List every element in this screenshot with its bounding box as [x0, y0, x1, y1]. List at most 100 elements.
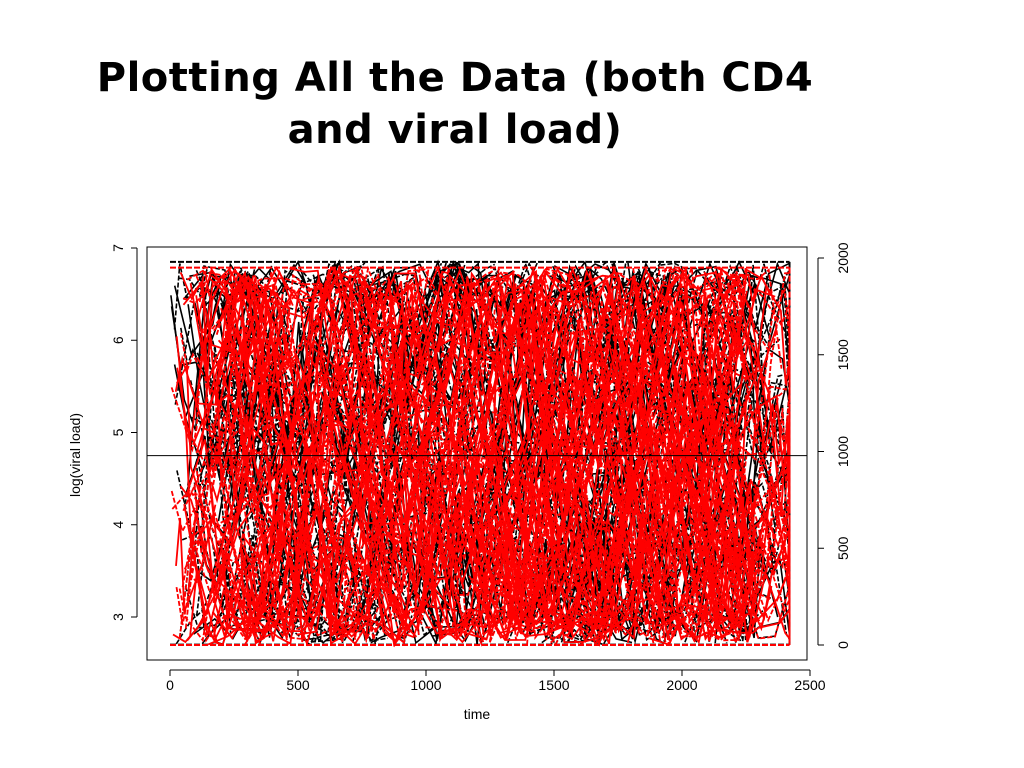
- series-2-trajectory: [292, 381, 372, 630]
- series-2-trajectory: [585, 309, 657, 429]
- series-2-trajectory: [504, 541, 626, 642]
- series-2-trajectory: [192, 335, 241, 446]
- series-2-trajectory: [669, 441, 746, 569]
- series-2-trajectory: [607, 283, 653, 372]
- series-2-trajectory: [371, 294, 436, 409]
- series-2-trajectory: [563, 276, 673, 420]
- series-2-trajectory: [655, 485, 723, 638]
- y2-tick-label: 1000: [835, 436, 851, 467]
- series-2-trajectory: [182, 277, 238, 512]
- y-tick-label: 7: [110, 244, 126, 252]
- series-1-trajectory: [310, 397, 403, 643]
- series-2-trajectory: [612, 518, 662, 622]
- series-2-trajectory: [666, 494, 752, 637]
- series-1-trajectory: [722, 343, 783, 439]
- series-2-trajectory: [336, 514, 397, 643]
- series-2-trajectory: [556, 518, 643, 629]
- series-2-trajectory: [723, 520, 777, 638]
- series-1-trajectory: [184, 505, 277, 629]
- series-1-trajectory: [501, 438, 581, 544]
- series-2-trajectory: [267, 377, 369, 558]
- series-2-trajectory: [235, 276, 279, 367]
- x-axis: 0 500 1000 1500 2000 2500 time: [166, 669, 826, 722]
- series-1-trajectory: [550, 479, 675, 643]
- series-2-trajectory: [437, 549, 485, 643]
- series-2-trajectory: [259, 294, 314, 440]
- series-2-trajectory: [355, 294, 472, 625]
- series-2-trajectory: [247, 276, 343, 407]
- series-2-trajectory: [444, 347, 527, 486]
- series-2-trajectory: [488, 607, 543, 643]
- series-2-trajectory: [676, 405, 767, 555]
- x-tick-label: 500: [286, 677, 310, 693]
- series-2-trajectory: [373, 536, 461, 639]
- slide-title-line-1: Plotting All the Data (both CD4: [96, 55, 814, 101]
- series-2-trajectory: [377, 273, 469, 457]
- series-2-trajectory: [461, 271, 588, 396]
- series-2-trajectory: [363, 480, 418, 583]
- series-2-trajectory: [611, 288, 663, 574]
- x-tick-label: 2500: [794, 677, 825, 693]
- series-2-trajectory: [381, 267, 430, 380]
- series-2-trajectory: [283, 337, 345, 463]
- y2-tick-label: 2000: [835, 242, 851, 273]
- series-2-trajectory: [551, 271, 628, 532]
- series-2-trajectory: [583, 406, 659, 512]
- series-2-trajectory: [241, 318, 345, 605]
- series-2-trajectory: [708, 352, 791, 582]
- series-2-trajectory: [510, 292, 589, 402]
- series-2-trajectory: [636, 272, 706, 470]
- series-2-trajectory: [505, 276, 624, 439]
- series-2-trajectory: [300, 276, 376, 344]
- series-1-trajectory: [545, 289, 628, 478]
- series-2-trajectory: [320, 265, 384, 384]
- series-2-trajectory: [710, 314, 791, 525]
- series-2-trajectory: [694, 359, 748, 433]
- series-1-trajectory: [215, 368, 282, 619]
- series-2-trajectory: [382, 278, 438, 414]
- series-2-trajectory: [482, 517, 564, 626]
- series-2-trajectory: [556, 396, 628, 562]
- series-2-trajectory: [381, 285, 437, 376]
- series-2-trajectory: [726, 273, 772, 302]
- series-2-trajectory: [210, 299, 291, 475]
- series-2-trajectory: [534, 309, 635, 489]
- series-2-trajectory: [630, 506, 697, 625]
- series-2-trajectory: [213, 268, 280, 427]
- x-axis-title: time: [464, 706, 491, 722]
- series-2-trajectory: [676, 505, 772, 601]
- series-2-trajectory: [684, 462, 791, 634]
- series-2-trajectory: [195, 274, 237, 475]
- series-2-trajectory: [502, 433, 618, 644]
- series-1-trajectory: [668, 375, 779, 556]
- series-2-trajectory: [510, 482, 592, 621]
- series-2-trajectory: [683, 271, 774, 497]
- series-2-trajectory: [371, 288, 466, 444]
- series-2-trajectory: [514, 481, 642, 634]
- series-1-trajectory: [506, 545, 563, 645]
- y-tick-label: 5: [110, 428, 126, 436]
- series-2-trajectory: [339, 439, 418, 634]
- series-2-trajectory: [474, 266, 517, 348]
- series-2-trajectory: [454, 447, 544, 633]
- series-2-trajectory: [400, 324, 468, 458]
- y2-tick-label: 1500: [835, 339, 851, 370]
- series-2-trajectory: [338, 431, 440, 583]
- series-2-trajectory: [439, 554, 514, 647]
- series-2-trajectory: [563, 271, 637, 489]
- series-2-trajectory: [318, 291, 403, 408]
- series-2-trajectory: [665, 585, 741, 641]
- series-2-trajectory: [432, 475, 500, 637]
- series-2-trajectory: [283, 552, 357, 638]
- series-2-trajectory: [289, 267, 380, 403]
- series-2-trajectory: [179, 478, 265, 597]
- plot-frame: [146, 246, 808, 661]
- series-2-trajectory: [444, 447, 509, 568]
- series-2-trajectory: [546, 358, 600, 572]
- series-2-trajectory: [277, 488, 355, 588]
- series-2-trajectory: [506, 536, 569, 641]
- series-1-trajectory: [660, 267, 779, 479]
- series-2-trajectory: [328, 432, 406, 640]
- series-2-trajectory: [695, 480, 751, 584]
- series-2-trajectory: [209, 427, 302, 640]
